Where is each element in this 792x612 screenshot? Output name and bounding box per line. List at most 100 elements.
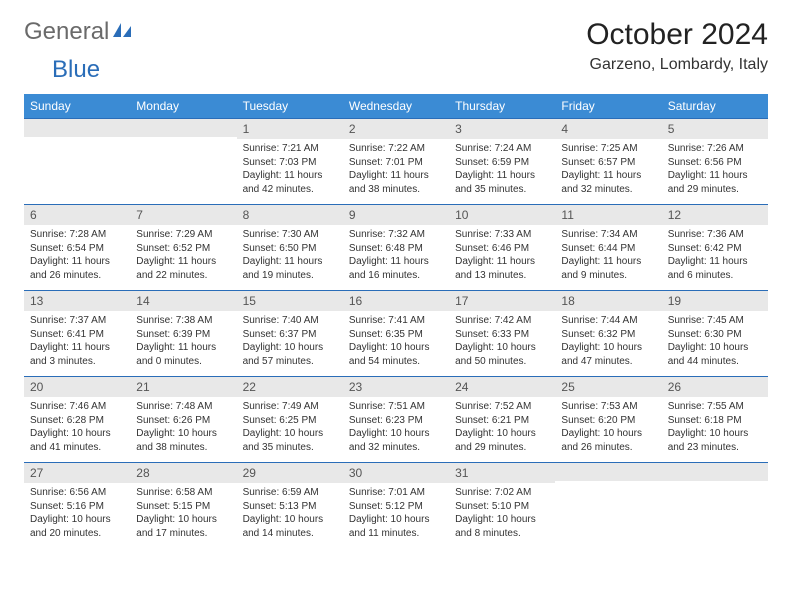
calendar-body: 1Sunrise: 7:21 AMSunset: 7:03 PMDaylight…: [24, 119, 768, 549]
day-number-bar: 6: [24, 205, 130, 225]
day-header: Tuesday: [237, 94, 343, 119]
day-cell: [130, 119, 236, 205]
day-cell: [555, 463, 661, 549]
day-number-bar: 14: [130, 291, 236, 311]
day-text: [555, 481, 661, 531]
day-number-bar: 19: [662, 291, 768, 311]
day-number-bar: 5: [662, 119, 768, 139]
day-header: Monday: [130, 94, 236, 119]
day-number-bar: 27: [24, 463, 130, 483]
day-cell: 9Sunrise: 7:32 AMSunset: 6:48 PMDaylight…: [343, 205, 449, 291]
day-header: Saturday: [662, 94, 768, 119]
day-number-bar: [130, 119, 236, 137]
month-title: October 2024: [586, 18, 768, 52]
day-cell: 15Sunrise: 7:40 AMSunset: 6:37 PMDayligh…: [237, 291, 343, 377]
day-cell: 2Sunrise: 7:22 AMSunset: 7:01 PMDaylight…: [343, 119, 449, 205]
day-number-bar: 9: [343, 205, 449, 225]
day-cell: 8Sunrise: 7:30 AMSunset: 6:50 PMDaylight…: [237, 205, 343, 291]
day-cell: 16Sunrise: 7:41 AMSunset: 6:35 PMDayligh…: [343, 291, 449, 377]
day-text: Sunrise: 7:30 AMSunset: 6:50 PMDaylight:…: [237, 225, 343, 290]
day-text: Sunrise: 7:34 AMSunset: 6:44 PMDaylight:…: [555, 225, 661, 290]
day-cell: 28Sunrise: 6:58 AMSunset: 5:15 PMDayligh…: [130, 463, 236, 549]
day-number-bar: 21: [130, 377, 236, 397]
day-cell: 1Sunrise: 7:21 AMSunset: 7:03 PMDaylight…: [237, 119, 343, 205]
day-number-bar: 26: [662, 377, 768, 397]
day-cell: 7Sunrise: 7:29 AMSunset: 6:52 PMDaylight…: [130, 205, 236, 291]
day-text: Sunrise: 7:22 AMSunset: 7:01 PMDaylight:…: [343, 139, 449, 204]
day-header: Thursday: [449, 94, 555, 119]
day-text: [662, 481, 768, 531]
day-text: Sunrise: 7:52 AMSunset: 6:21 PMDaylight:…: [449, 397, 555, 462]
day-number-bar: 15: [237, 291, 343, 311]
day-number-bar: 25: [555, 377, 661, 397]
day-cell: 14Sunrise: 7:38 AMSunset: 6:39 PMDayligh…: [130, 291, 236, 377]
day-number-bar: 10: [449, 205, 555, 225]
week-row: 6Sunrise: 7:28 AMSunset: 6:54 PMDaylight…: [24, 205, 768, 291]
day-number-bar: 11: [555, 205, 661, 225]
week-row: 1Sunrise: 7:21 AMSunset: 7:03 PMDaylight…: [24, 119, 768, 205]
day-header: Sunday: [24, 94, 130, 119]
day-text: Sunrise: 7:53 AMSunset: 6:20 PMDaylight:…: [555, 397, 661, 462]
day-text: Sunrise: 6:58 AMSunset: 5:15 PMDaylight:…: [130, 483, 236, 548]
day-cell: 26Sunrise: 7:55 AMSunset: 6:18 PMDayligh…: [662, 377, 768, 463]
day-text: Sunrise: 7:41 AMSunset: 6:35 PMDaylight:…: [343, 311, 449, 376]
day-cell: 4Sunrise: 7:25 AMSunset: 6:57 PMDaylight…: [555, 119, 661, 205]
day-number-bar: 29: [237, 463, 343, 483]
day-number-bar: 18: [555, 291, 661, 311]
day-text: Sunrise: 7:01 AMSunset: 5:12 PMDaylight:…: [343, 483, 449, 548]
day-text: [24, 137, 130, 187]
day-number-bar: 2: [343, 119, 449, 139]
week-row: 13Sunrise: 7:37 AMSunset: 6:41 PMDayligh…: [24, 291, 768, 377]
day-cell: 27Sunrise: 6:56 AMSunset: 5:16 PMDayligh…: [24, 463, 130, 549]
day-number-bar: 16: [343, 291, 449, 311]
day-cell: 11Sunrise: 7:34 AMSunset: 6:44 PMDayligh…: [555, 205, 661, 291]
day-text: Sunrise: 7:32 AMSunset: 6:48 PMDaylight:…: [343, 225, 449, 290]
day-number-bar: 4: [555, 119, 661, 139]
day-text: Sunrise: 7:24 AMSunset: 6:59 PMDaylight:…: [449, 139, 555, 204]
day-text: Sunrise: 7:26 AMSunset: 6:56 PMDaylight:…: [662, 139, 768, 204]
day-cell: 13Sunrise: 7:37 AMSunset: 6:41 PMDayligh…: [24, 291, 130, 377]
day-text: [130, 137, 236, 187]
day-header: Friday: [555, 94, 661, 119]
day-cell: 17Sunrise: 7:42 AMSunset: 6:33 PMDayligh…: [449, 291, 555, 377]
day-number-bar: 22: [237, 377, 343, 397]
day-number-bar: 8: [237, 205, 343, 225]
title-block: October 2024 Garzeno, Lombardy, Italy: [586, 18, 768, 74]
day-number-bar: 17: [449, 291, 555, 311]
day-cell: 21Sunrise: 7:48 AMSunset: 6:26 PMDayligh…: [130, 377, 236, 463]
day-number-bar: 13: [24, 291, 130, 311]
logo-general: General: [24, 18, 109, 46]
day-text: Sunrise: 7:36 AMSunset: 6:42 PMDaylight:…: [662, 225, 768, 290]
day-cell: 5Sunrise: 7:26 AMSunset: 6:56 PMDaylight…: [662, 119, 768, 205]
day-text: Sunrise: 7:25 AMSunset: 6:57 PMDaylight:…: [555, 139, 661, 204]
day-cell: 10Sunrise: 7:33 AMSunset: 6:46 PMDayligh…: [449, 205, 555, 291]
day-text: Sunrise: 7:02 AMSunset: 5:10 PMDaylight:…: [449, 483, 555, 548]
day-text: Sunrise: 7:28 AMSunset: 6:54 PMDaylight:…: [24, 225, 130, 290]
day-text: Sunrise: 7:33 AMSunset: 6:46 PMDaylight:…: [449, 225, 555, 290]
day-number-bar: 30: [343, 463, 449, 483]
day-text: Sunrise: 7:55 AMSunset: 6:18 PMDaylight:…: [662, 397, 768, 462]
day-number-bar: 7: [130, 205, 236, 225]
day-cell: 22Sunrise: 7:49 AMSunset: 6:25 PMDayligh…: [237, 377, 343, 463]
day-text: Sunrise: 7:37 AMSunset: 6:41 PMDaylight:…: [24, 311, 130, 376]
day-text: Sunrise: 6:56 AMSunset: 5:16 PMDaylight:…: [24, 483, 130, 548]
day-header: Wednesday: [343, 94, 449, 119]
day-header-row: SundayMondayTuesdayWednesdayThursdayFrid…: [24, 94, 768, 119]
logo: General: [24, 18, 135, 46]
day-cell: 25Sunrise: 7:53 AMSunset: 6:20 PMDayligh…: [555, 377, 661, 463]
week-row: 27Sunrise: 6:56 AMSunset: 5:16 PMDayligh…: [24, 463, 768, 549]
day-text: Sunrise: 6:59 AMSunset: 5:13 PMDaylight:…: [237, 483, 343, 548]
day-text: Sunrise: 7:46 AMSunset: 6:28 PMDaylight:…: [24, 397, 130, 462]
location: Garzeno, Lombardy, Italy: [586, 56, 768, 74]
day-number-bar: [555, 463, 661, 481]
day-number-bar: 12: [662, 205, 768, 225]
day-cell: 23Sunrise: 7:51 AMSunset: 6:23 PMDayligh…: [343, 377, 449, 463]
day-number-bar: 24: [449, 377, 555, 397]
day-cell: [662, 463, 768, 549]
day-text: Sunrise: 7:40 AMSunset: 6:37 PMDaylight:…: [237, 311, 343, 376]
day-text: Sunrise: 7:38 AMSunset: 6:39 PMDaylight:…: [130, 311, 236, 376]
day-number-bar: [24, 119, 130, 137]
day-text: Sunrise: 7:45 AMSunset: 6:30 PMDaylight:…: [662, 311, 768, 376]
day-cell: 6Sunrise: 7:28 AMSunset: 6:54 PMDaylight…: [24, 205, 130, 291]
day-number-bar: 31: [449, 463, 555, 483]
